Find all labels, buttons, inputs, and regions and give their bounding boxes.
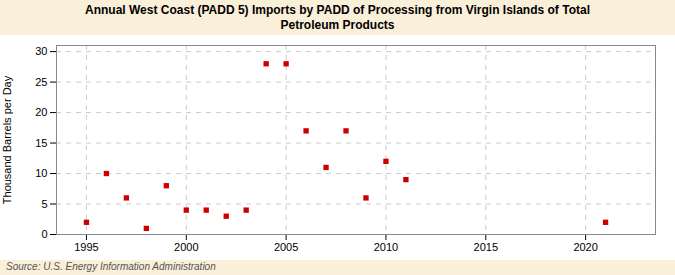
html-text:Source: U.S. Energy Informatio: Source: U.S. Energy Information Administ… [6,261,216,272]
svg-text:5: 5 [41,198,47,210]
svg-text:2010: 2010 [374,241,398,253]
svg-text:20: 20 [35,106,47,118]
svg-text:30: 30 [35,45,47,57]
svg-text:0: 0 [41,228,47,240]
svg-text:10: 10 [35,167,47,179]
svg-text:2015: 2015 [474,241,498,253]
svg-text:15: 15 [35,137,47,149]
html-text:Annual West Coast (PADD 5) Imp: Annual West Coast (PADD 5) Imports by PA… [85,3,590,32]
svg-text:25: 25 [35,76,47,88]
svg-text:2005: 2005 [274,241,298,253]
svg-text:1995: 1995 [74,241,98,253]
svg-text:2000: 2000 [174,241,198,253]
svg-text:2020: 2020 [573,241,597,253]
svg-text:Thousand Barrels per Day: Thousand Barrels per Day [1,75,13,204]
